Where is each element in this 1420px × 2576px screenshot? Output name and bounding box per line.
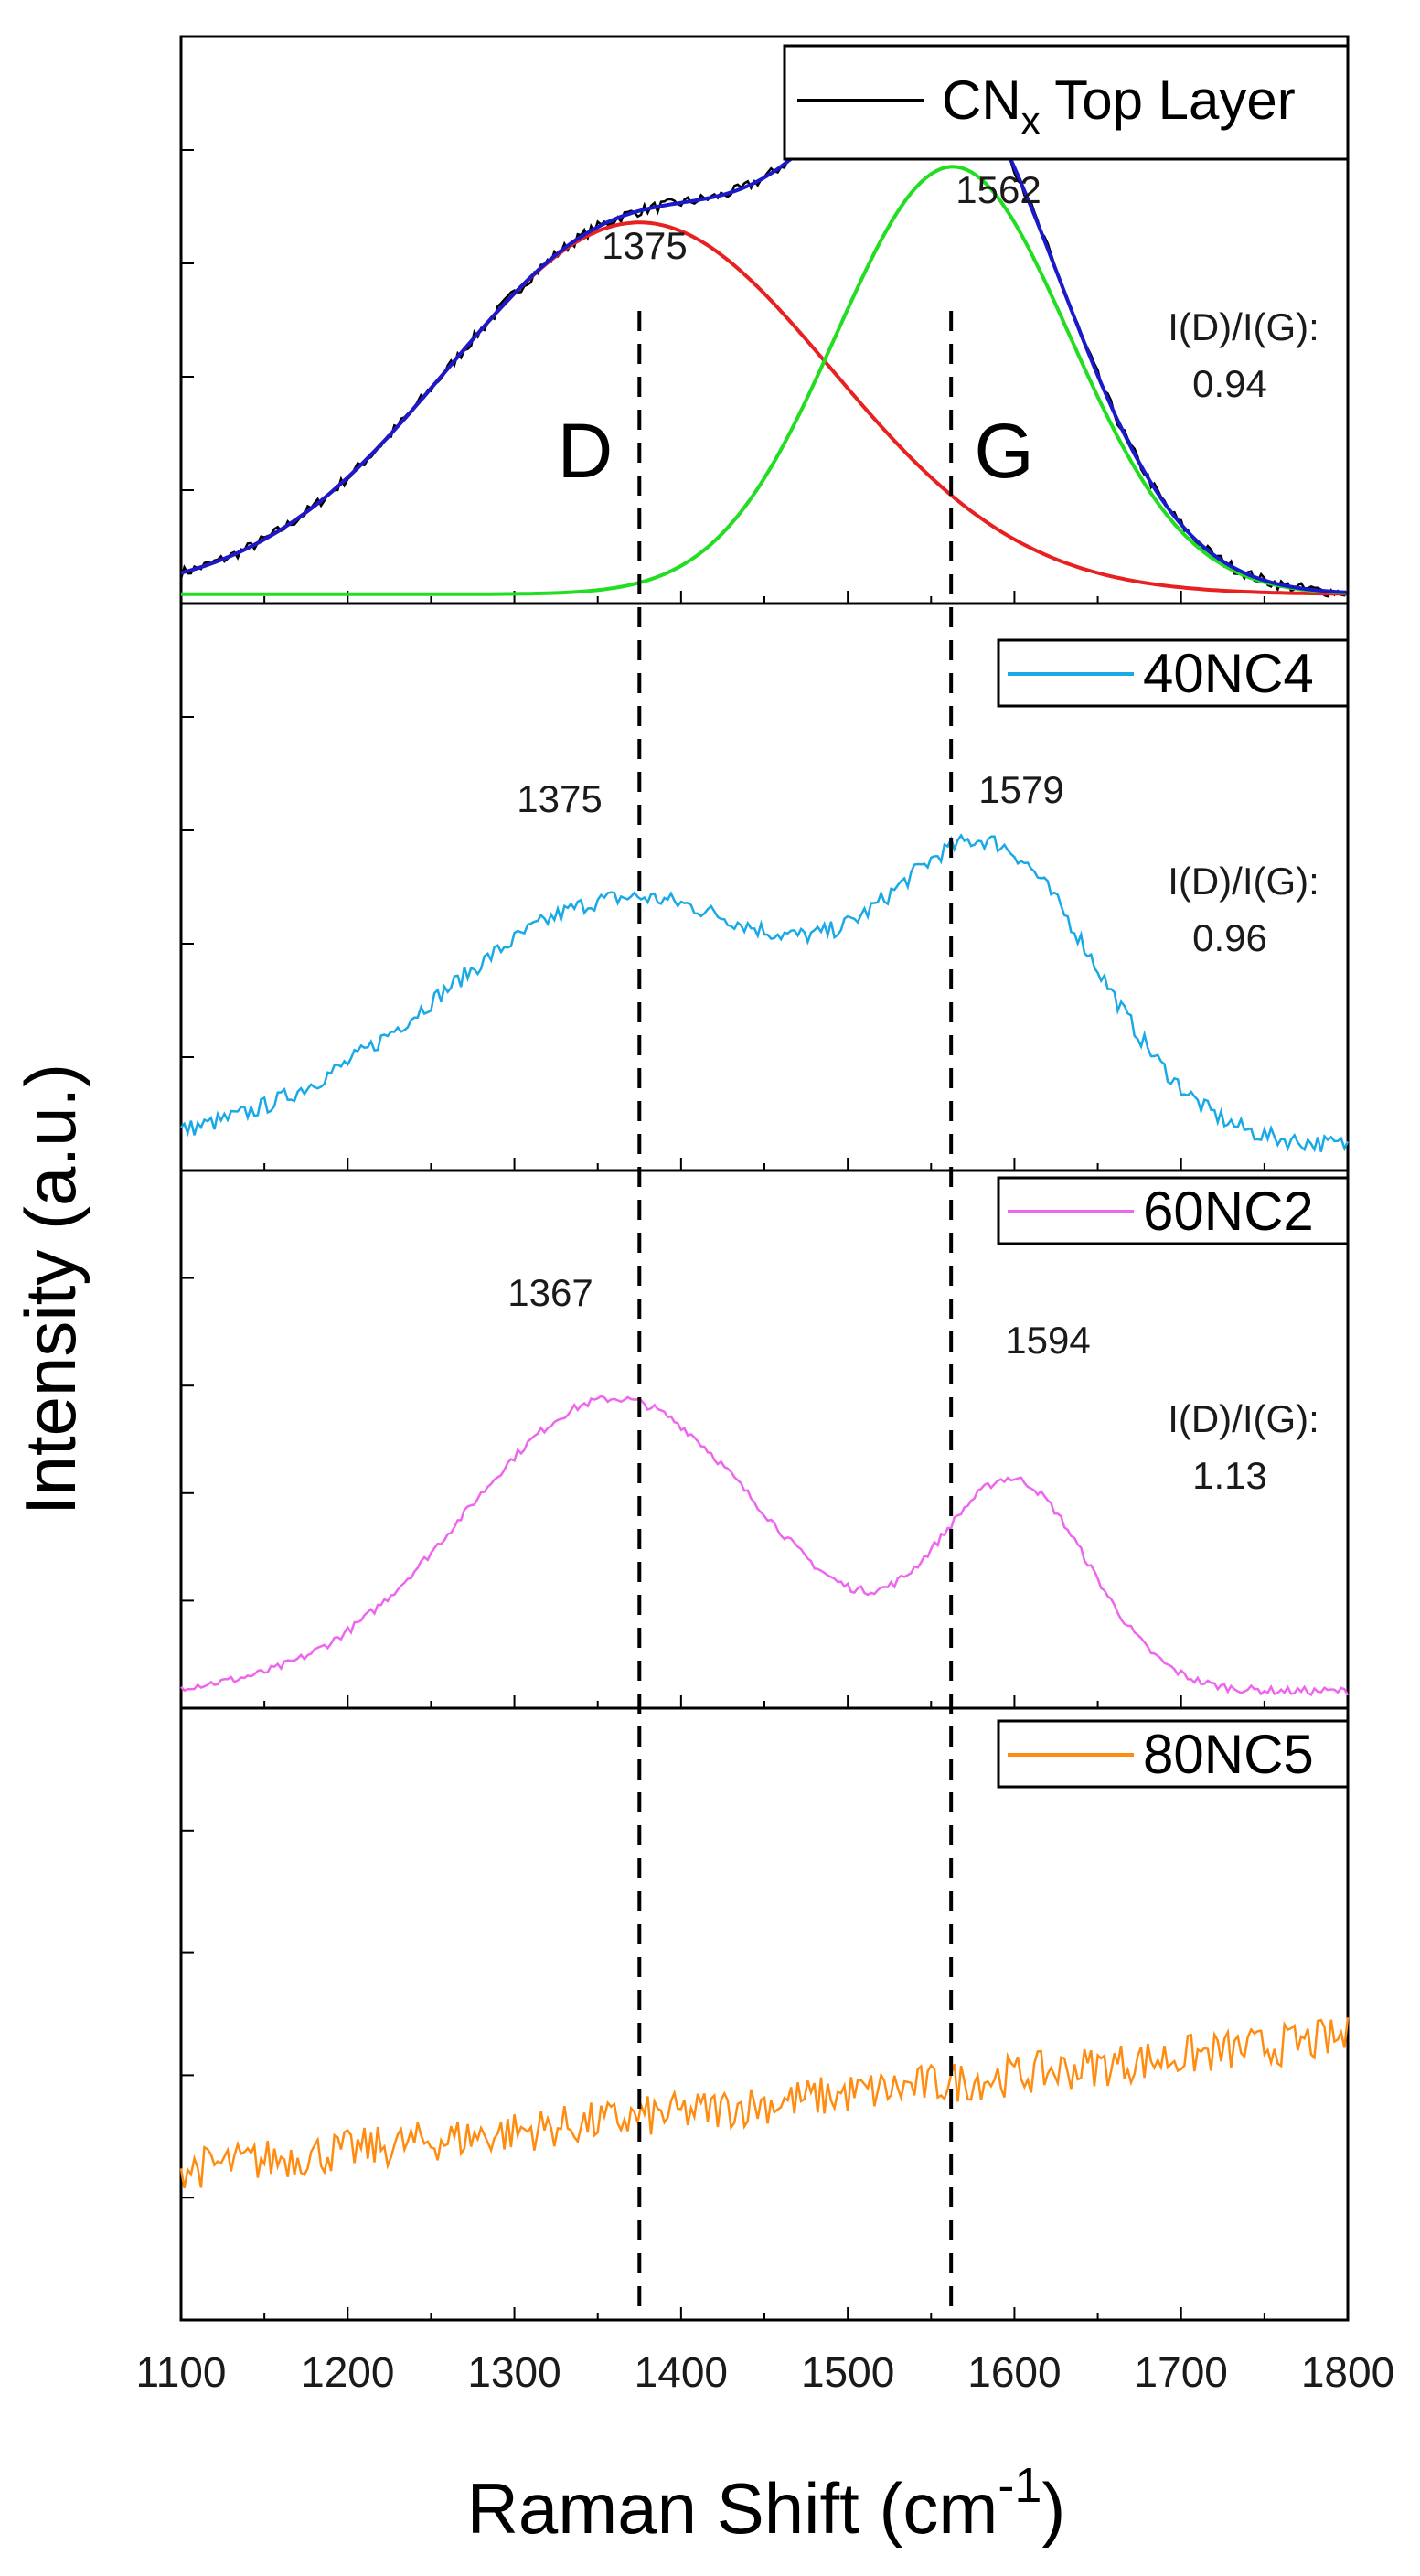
legend-text-2: 40NC4 [1143,643,1314,704]
ratio-label-1: I(D)/I(G): [1168,305,1319,348]
x-tick-label-1300: 1300 [467,2348,561,2396]
x-tick-label-1500: 1500 [801,2348,894,2396]
peak-label-2-2: 1579 [978,768,1063,811]
peak-label-1-2: 1562 [956,168,1041,211]
legend-text-1-rest: Top Layer [1041,69,1296,131]
peak-label-1-1: 1375 [602,224,687,267]
x-axis-title-sup: -1 [998,2458,1041,2513]
ratio-value-3: 1.13 [1192,1454,1267,1497]
x-axis-title-end: ) [1041,2468,1065,2549]
x-tick-label-1200: 1200 [301,2348,394,2396]
series-60nc2-line [180,1395,1350,1697]
dashed-lines [637,311,954,2320]
peak-label-3-2: 1594 [1005,1319,1090,1362]
fit-cumulative-line [180,54,1347,594]
legend-text-1: CNx Top Layer [942,69,1296,142]
x-tick-label-1700: 1700 [1135,2348,1228,2396]
ratio-label-2: I(D)/I(G): [1168,860,1319,903]
x-tick-label-1100: 1100 [136,2348,227,2396]
x-axis: 1100 1200 1300 1400 1500 1600 1700 1800 [136,2348,1395,2396]
fit-d-band-line [180,220,1347,596]
legend-text-1-sub: x [1021,99,1041,142]
ratio-value-2: 0.96 [1192,916,1267,959]
x-tick-label-1400: 1400 [635,2348,728,2396]
x-axis-title-main: Raman Shift (cm [467,2468,998,2549]
y-axis-title: Intensity (a.u.) [10,1064,91,1515]
fit-g-band-line [181,165,1347,596]
panels-layer [179,35,1350,2322]
series-40nc4-line [180,833,1350,1153]
x-axis-title: Raman Shift (cm-1) [467,2458,1066,2549]
legend-text-1-main: CN [942,69,1021,131]
ratio-label-3: I(D)/I(G): [1168,1397,1319,1440]
band-label-g: G [974,408,1033,494]
x-tick-label-1600: 1600 [967,2348,1061,2396]
peak-label-3-1: 1367 [507,1271,593,1314]
x-tick-label-1800: 1800 [1301,2348,1394,2396]
legend-text-4: 80NC5 [1143,1724,1314,1785]
legend-text-3: 60NC2 [1143,1181,1314,1242]
ratio-value-1: 0.94 [1192,362,1267,405]
series-80nc5-line [179,2017,1350,2189]
panel-4 [179,1706,1350,2322]
panel-frame-4 [179,1706,1350,2322]
band-label-d: D [558,408,614,494]
peak-label-2-1: 1375 [517,777,602,820]
